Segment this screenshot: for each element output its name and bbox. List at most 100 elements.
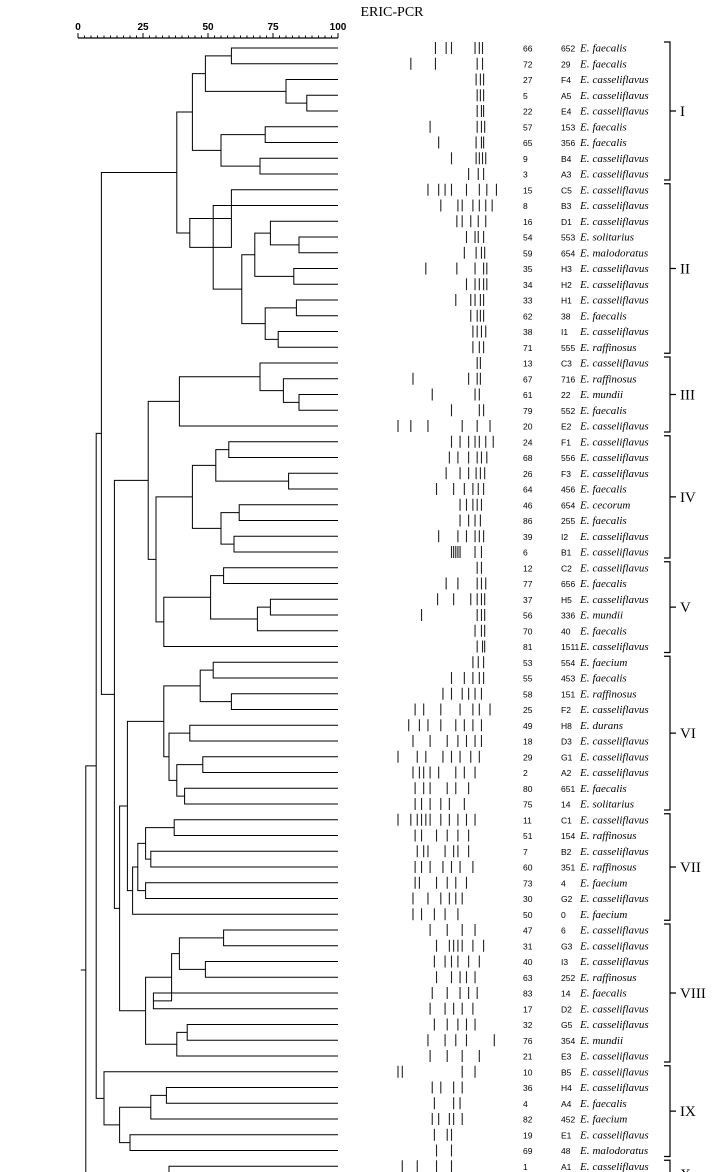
isolate-number: 22 <box>523 107 533 117</box>
dendrogram-branch <box>230 47 338 65</box>
dendrogram-branch <box>288 472 338 490</box>
dendrogram-branch <box>204 55 286 92</box>
isolate-row: 61 22 E. mundii <box>523 389 623 401</box>
isolate-row: 8 B3 E. casseliflavus <box>523 200 649 212</box>
species-name: E. casseliflavus <box>579 279 649 291</box>
species-name: E. casseliflavus <box>579 421 649 433</box>
species-name: E. solitarius <box>579 232 634 244</box>
species-epithet: faecalis <box>592 783 626 795</box>
strain-code: F1 <box>561 437 571 447</box>
species-genus: E. <box>579 877 589 889</box>
dendrogram-branch <box>241 254 266 325</box>
dendrogram-branch <box>191 73 221 151</box>
dendrogram-branch <box>189 218 232 248</box>
species-genus: E. <box>579 594 589 606</box>
strain-code: 553 <box>561 233 575 243</box>
dendrogram-branch <box>238 504 338 521</box>
isolate-row: 15 C5 E. casseliflavus <box>523 184 649 196</box>
isolate-row: 83 14 E. faecalis <box>523 988 627 1000</box>
strain-code: 654 <box>561 500 575 510</box>
species-genus: E. <box>579 247 589 259</box>
species-genus: E. <box>579 263 589 275</box>
species-epithet: malodoratus <box>592 247 648 259</box>
dendrogram-branch <box>230 693 338 710</box>
species-genus: E. <box>579 90 589 102</box>
species-epithet: faecalis <box>592 43 626 55</box>
species-epithet: casseliflavus <box>592 1051 648 1063</box>
species-epithet: casseliflavus <box>592 358 648 370</box>
dendrogram-branch <box>176 111 193 234</box>
dendrogram-branch <box>137 842 146 892</box>
species-name: E. malodoratus <box>579 1145 648 1157</box>
strain-code: 38 <box>561 311 571 321</box>
strain-code: 336 <box>561 611 575 621</box>
isolate-number: 39 <box>523 532 533 542</box>
isolate-row: 73 4 E. faecium <box>523 877 627 889</box>
strain-code: 153 <box>561 122 575 132</box>
isolate-number: 40 <box>523 957 533 967</box>
species-name: E. casseliflavus <box>579 326 649 338</box>
isolate-row: 72 29 E. faecalis <box>523 58 627 70</box>
strain-code: D1 <box>561 217 572 227</box>
species-genus: E. <box>579 232 589 244</box>
strain-code: C3 <box>561 359 572 369</box>
species-genus: E. <box>579 452 589 464</box>
strain-code: 154 <box>561 831 575 841</box>
similarity-scale: 0 25 50 75 100 <box>75 22 347 39</box>
species-genus: E. <box>579 421 589 433</box>
cluster-bracket <box>664 561 676 654</box>
isolate-number: 26 <box>523 469 533 479</box>
isolate-row: 53 554 E. faecium <box>523 657 627 669</box>
isolate-number: 82 <box>523 1115 533 1125</box>
isolate-number: 20 <box>523 422 533 432</box>
isolate-number: 10 <box>523 1067 533 1077</box>
species-epithet: raffinosus <box>592 830 636 842</box>
species-epithet: raffinosus <box>592 972 636 984</box>
species-genus: E. <box>579 153 589 165</box>
strain-code: C5 <box>561 185 572 195</box>
scale-tick-label: 25 <box>137 22 149 33</box>
isolate-number: 53 <box>523 658 533 668</box>
species-epithet: faecium <box>592 909 627 921</box>
dendrogram-branch <box>282 378 338 403</box>
dendrogram-branch <box>186 1024 338 1041</box>
isolate-row: 16 D1 E. casseliflavus <box>523 216 649 228</box>
strain-code: B1 <box>561 548 572 558</box>
strain-code: C2 <box>561 563 572 573</box>
species-epithet: casseliflavus <box>592 893 648 905</box>
isolate-number: 83 <box>523 989 533 999</box>
isolate-row: 75 14 E. solitarius <box>523 799 634 811</box>
isolate-number: 61 <box>523 390 533 400</box>
isolate-number: 71 <box>523 343 533 353</box>
dendrogram-branch <box>145 827 175 860</box>
species-genus: E. <box>579 736 589 748</box>
species-name: E. casseliflavus <box>579 751 649 763</box>
species-name: E. casseliflavus <box>579 641 649 653</box>
dendrogram-branch <box>215 449 289 482</box>
species-name: E. casseliflavus <box>579 1082 649 1094</box>
strain-code: H3 <box>561 264 572 274</box>
species-epithet: faecalis <box>592 515 626 527</box>
isolate-number: 64 <box>523 485 533 495</box>
cluster-bracket <box>664 356 676 433</box>
species-name: E. faecalis <box>579 137 627 149</box>
isolate-row: 37 H5 E. casseliflavus <box>523 594 649 606</box>
species-name: E. faecalis <box>579 121 627 133</box>
species-genus: E. <box>579 578 589 590</box>
strain-code: D2 <box>561 1004 572 1014</box>
species-epithet: cecorum <box>592 499 630 511</box>
species-genus: E. <box>579 295 589 307</box>
species-name: E. casseliflavus <box>579 1066 649 1078</box>
species-genus: E. <box>579 925 589 937</box>
dendrogram-branch <box>306 94 338 112</box>
species-name: E. faecalis <box>579 43 627 55</box>
isolate-number: 65 <box>523 138 533 148</box>
dendrogram-branch <box>285 79 338 104</box>
species-name: E. faecalis <box>579 515 627 527</box>
isolate-row: 12 C2 E. casseliflavus <box>523 562 649 574</box>
strain-code: 14 <box>561 989 571 999</box>
species-epithet: faecalis <box>592 1098 626 1110</box>
species-epithet: faecalis <box>592 625 626 637</box>
species-epithet: faecium <box>592 877 627 889</box>
species-name: E. faecalis <box>579 578 627 590</box>
